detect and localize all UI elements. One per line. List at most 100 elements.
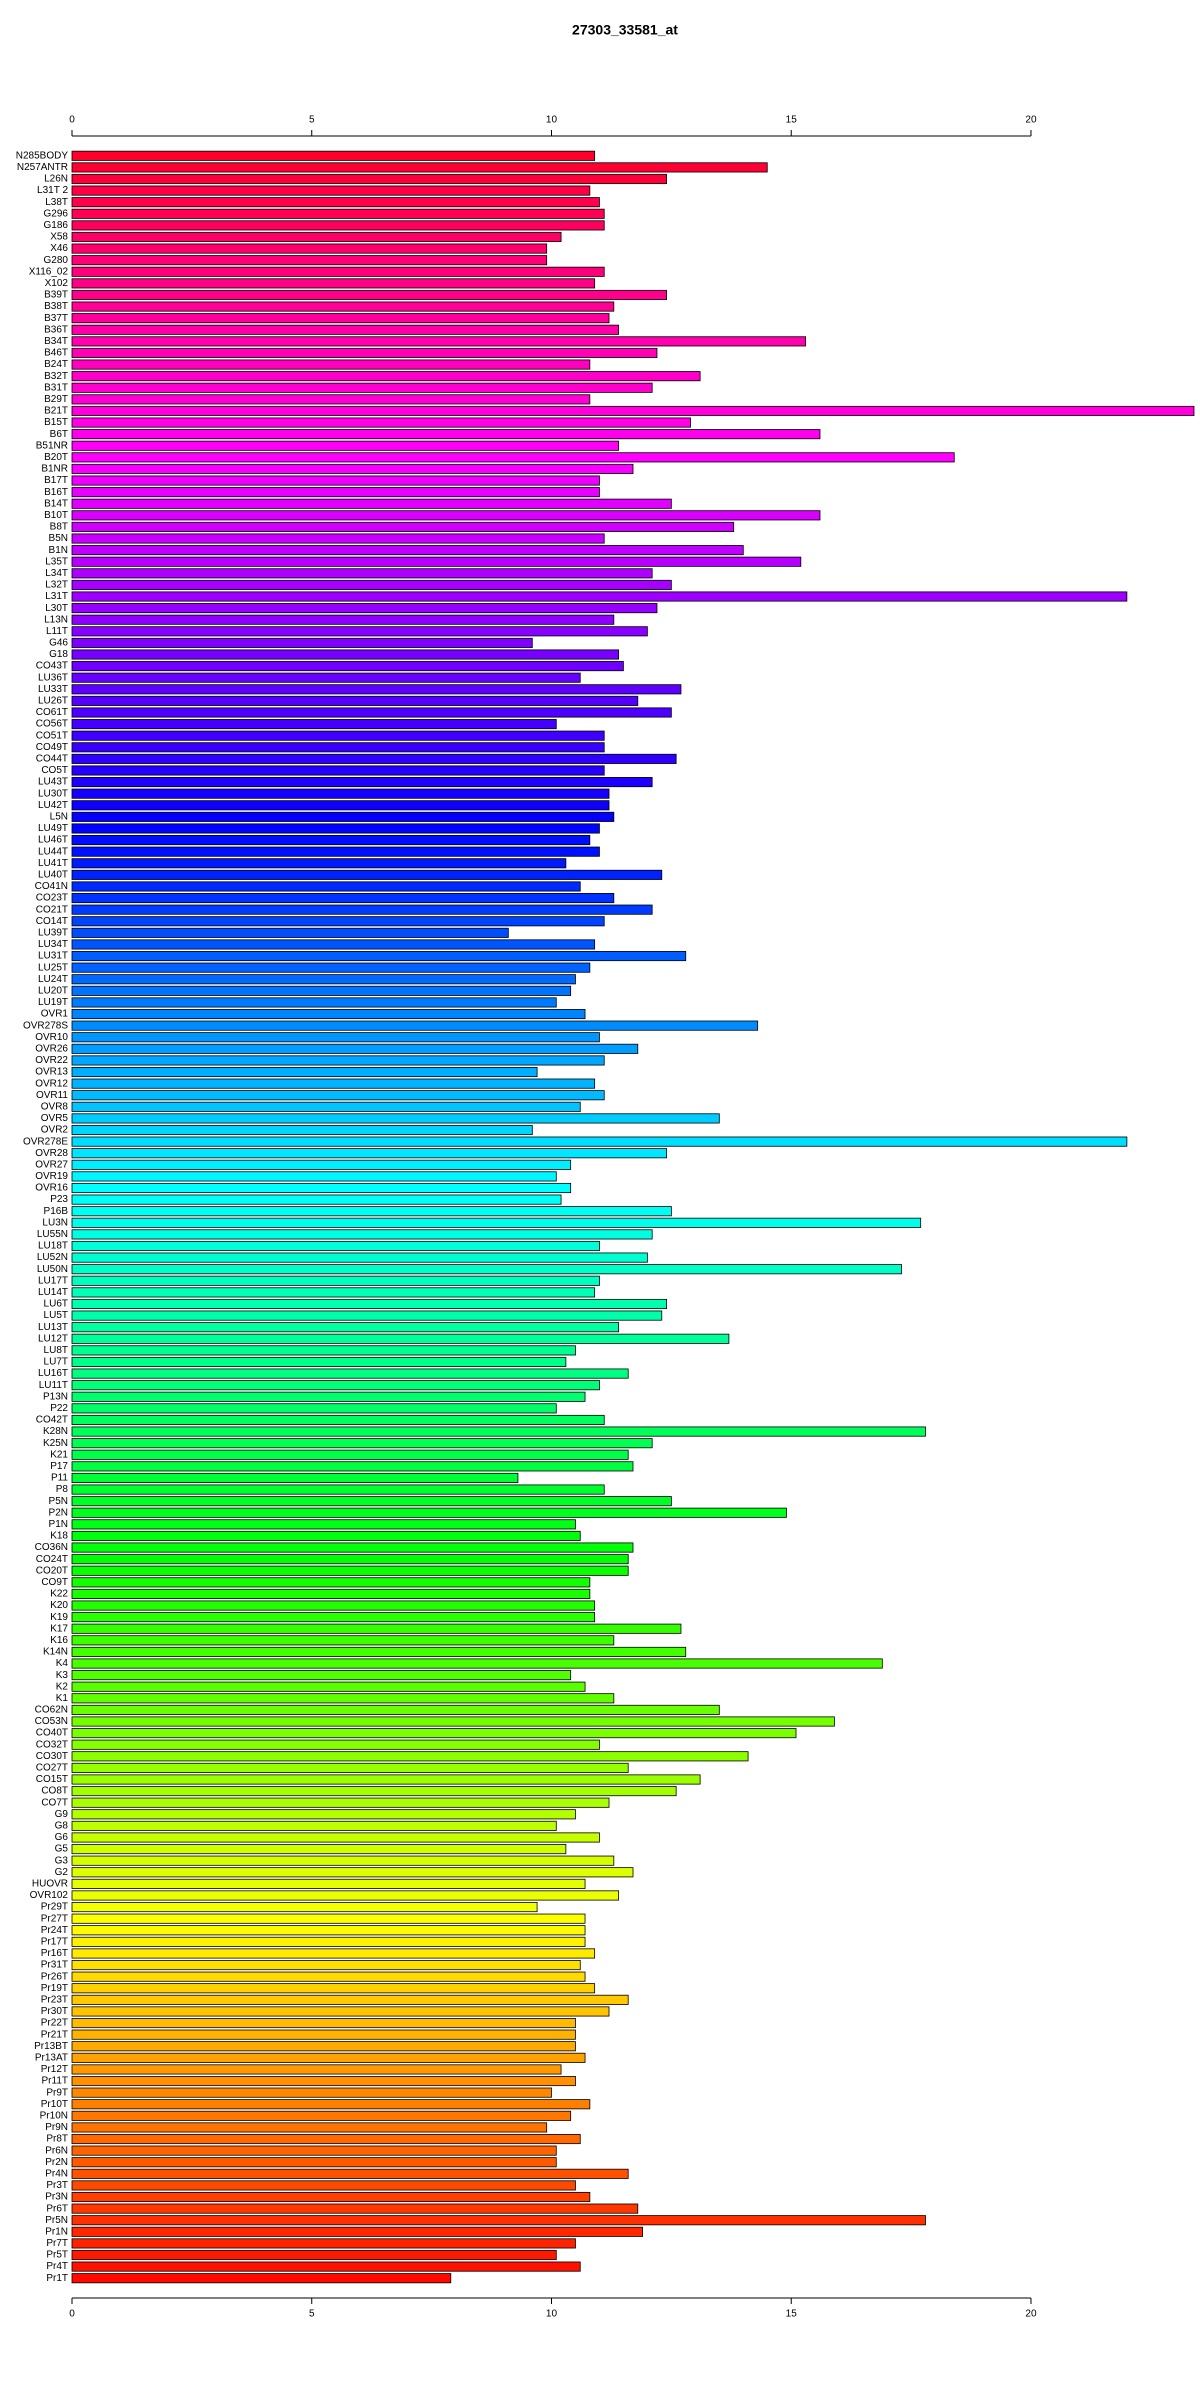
bar [71, 1322, 620, 1333]
y-tick-label: HUOVR [32, 1879, 68, 1890]
bar [71, 2018, 576, 2029]
y-tick-label: CO53N [35, 1716, 68, 1727]
bar [71, 1078, 596, 1089]
bar [71, 1171, 557, 1182]
bar [71, 313, 610, 324]
bar [71, 463, 634, 474]
bar [71, 289, 667, 301]
bar [71, 1391, 586, 1402]
y-tick-label: LU44T [38, 846, 68, 857]
bar [71, 197, 600, 208]
y-tick-label: OVR27 [35, 1159, 68, 1170]
bar [71, 765, 605, 776]
y-tick-label: B34T [44, 336, 68, 347]
y-tick-label: P17 [50, 1461, 68, 1472]
x-tick-label: 20 [1025, 115, 1037, 126]
x-tick-label: 0 [69, 115, 75, 126]
bar [71, 1844, 567, 1855]
y-tick-label: LU3N [42, 1217, 68, 1228]
bar [71, 510, 821, 521]
bar [71, 1867, 634, 1878]
bar [71, 1182, 572, 1194]
y-tick-label: OVR28 [35, 1148, 68, 1159]
y-tick-label: B10T [44, 510, 68, 521]
y-tick-label: CO49T [36, 742, 68, 753]
y-tick-label: Pr10N [40, 2110, 68, 2121]
y-tick-label: Pr19T [41, 1983, 68, 1994]
bar [71, 626, 648, 637]
bar [71, 1762, 629, 1773]
bar [71, 475, 600, 486]
y-tick-label: G2 [55, 1867, 69, 1878]
y-tick-label: P13N [43, 1391, 68, 1402]
y-tick-label: LU50N [37, 1264, 68, 1275]
bar [71, 1206, 672, 1217]
y-tick-label: B38T [44, 301, 68, 312]
chart-title: 27303_33581_at [572, 22, 678, 38]
bar [71, 904, 653, 915]
bar [71, 1217, 922, 1228]
y-tick-label: CO44T [36, 754, 68, 765]
y-tick-label: LU19T [38, 997, 68, 1008]
bar [71, 869, 663, 880]
bar [71, 1902, 538, 1913]
bar [71, 1113, 720, 1124]
bar [71, 1148, 667, 1159]
y-tick-label: LU43T [38, 777, 68, 788]
y-tick-label: Pr27T [41, 1913, 68, 1924]
y-tick-label: Pr13AT [35, 2052, 68, 2063]
y-tick-label: OVR278S [23, 1020, 68, 1031]
bar [71, 266, 605, 277]
bar [71, 672, 581, 683]
bar [71, 997, 557, 1008]
y-tick-label: LU14T [38, 1287, 68, 1298]
y-tick-label: L31T 2 [37, 185, 68, 196]
bar [71, 985, 572, 996]
y-tick-label: CO14T [36, 916, 68, 927]
bar [71, 2249, 557, 2261]
bar [71, 1786, 677, 1797]
bar [71, 1704, 720, 1715]
bar [71, 742, 605, 753]
bar [71, 185, 591, 196]
y-tick-label: CO8T [41, 1786, 68, 1797]
bar [71, 1588, 591, 1599]
bar [71, 1449, 629, 1460]
y-tick-label: L32T [45, 580, 68, 591]
bar [71, 255, 548, 266]
bar [71, 2145, 557, 2156]
y-tick-label: L11T [46, 626, 68, 637]
y-tick-label: CO40T [36, 1728, 68, 1739]
y-tick-label: OVR12 [35, 1078, 68, 1089]
bar [71, 2238, 576, 2249]
bar [71, 649, 620, 660]
y-tick-label: Pr22T [41, 2018, 68, 2029]
bar [71, 1820, 557, 1831]
y-tick-label: P5N [49, 1496, 68, 1507]
y-tick-label: N257ANTR [17, 162, 68, 173]
bar [71, 2203, 639, 2214]
bar [71, 2180, 576, 2191]
y-tick-label: L5N [50, 812, 68, 823]
bar [71, 278, 596, 289]
bar [71, 684, 682, 695]
bar [71, 2052, 586, 2063]
y-tick-label: B39T [44, 290, 68, 301]
y-tick-label: K17 [50, 1623, 68, 1634]
y-tick-label: B5N [49, 533, 68, 544]
bar [71, 243, 548, 254]
bar [71, 811, 615, 822]
bar [71, 1913, 586, 1924]
y-tick-label: CO5T [41, 765, 68, 776]
y-tick-label: Pr13BT [34, 2041, 68, 2052]
bar [71, 2133, 581, 2145]
bar [71, 1368, 629, 1379]
bar [71, 2029, 576, 2040]
y-tick-label: X46 [50, 243, 68, 254]
y-tick-label: K2 [56, 1681, 69, 1692]
y-tick-label: LU55N [37, 1229, 68, 1240]
y-tick-label: X58 [50, 232, 68, 243]
bar [71, 417, 691, 428]
y-tick-label: X116_02 [29, 266, 69, 277]
y-tick-label: LU5T [44, 1310, 68, 1321]
